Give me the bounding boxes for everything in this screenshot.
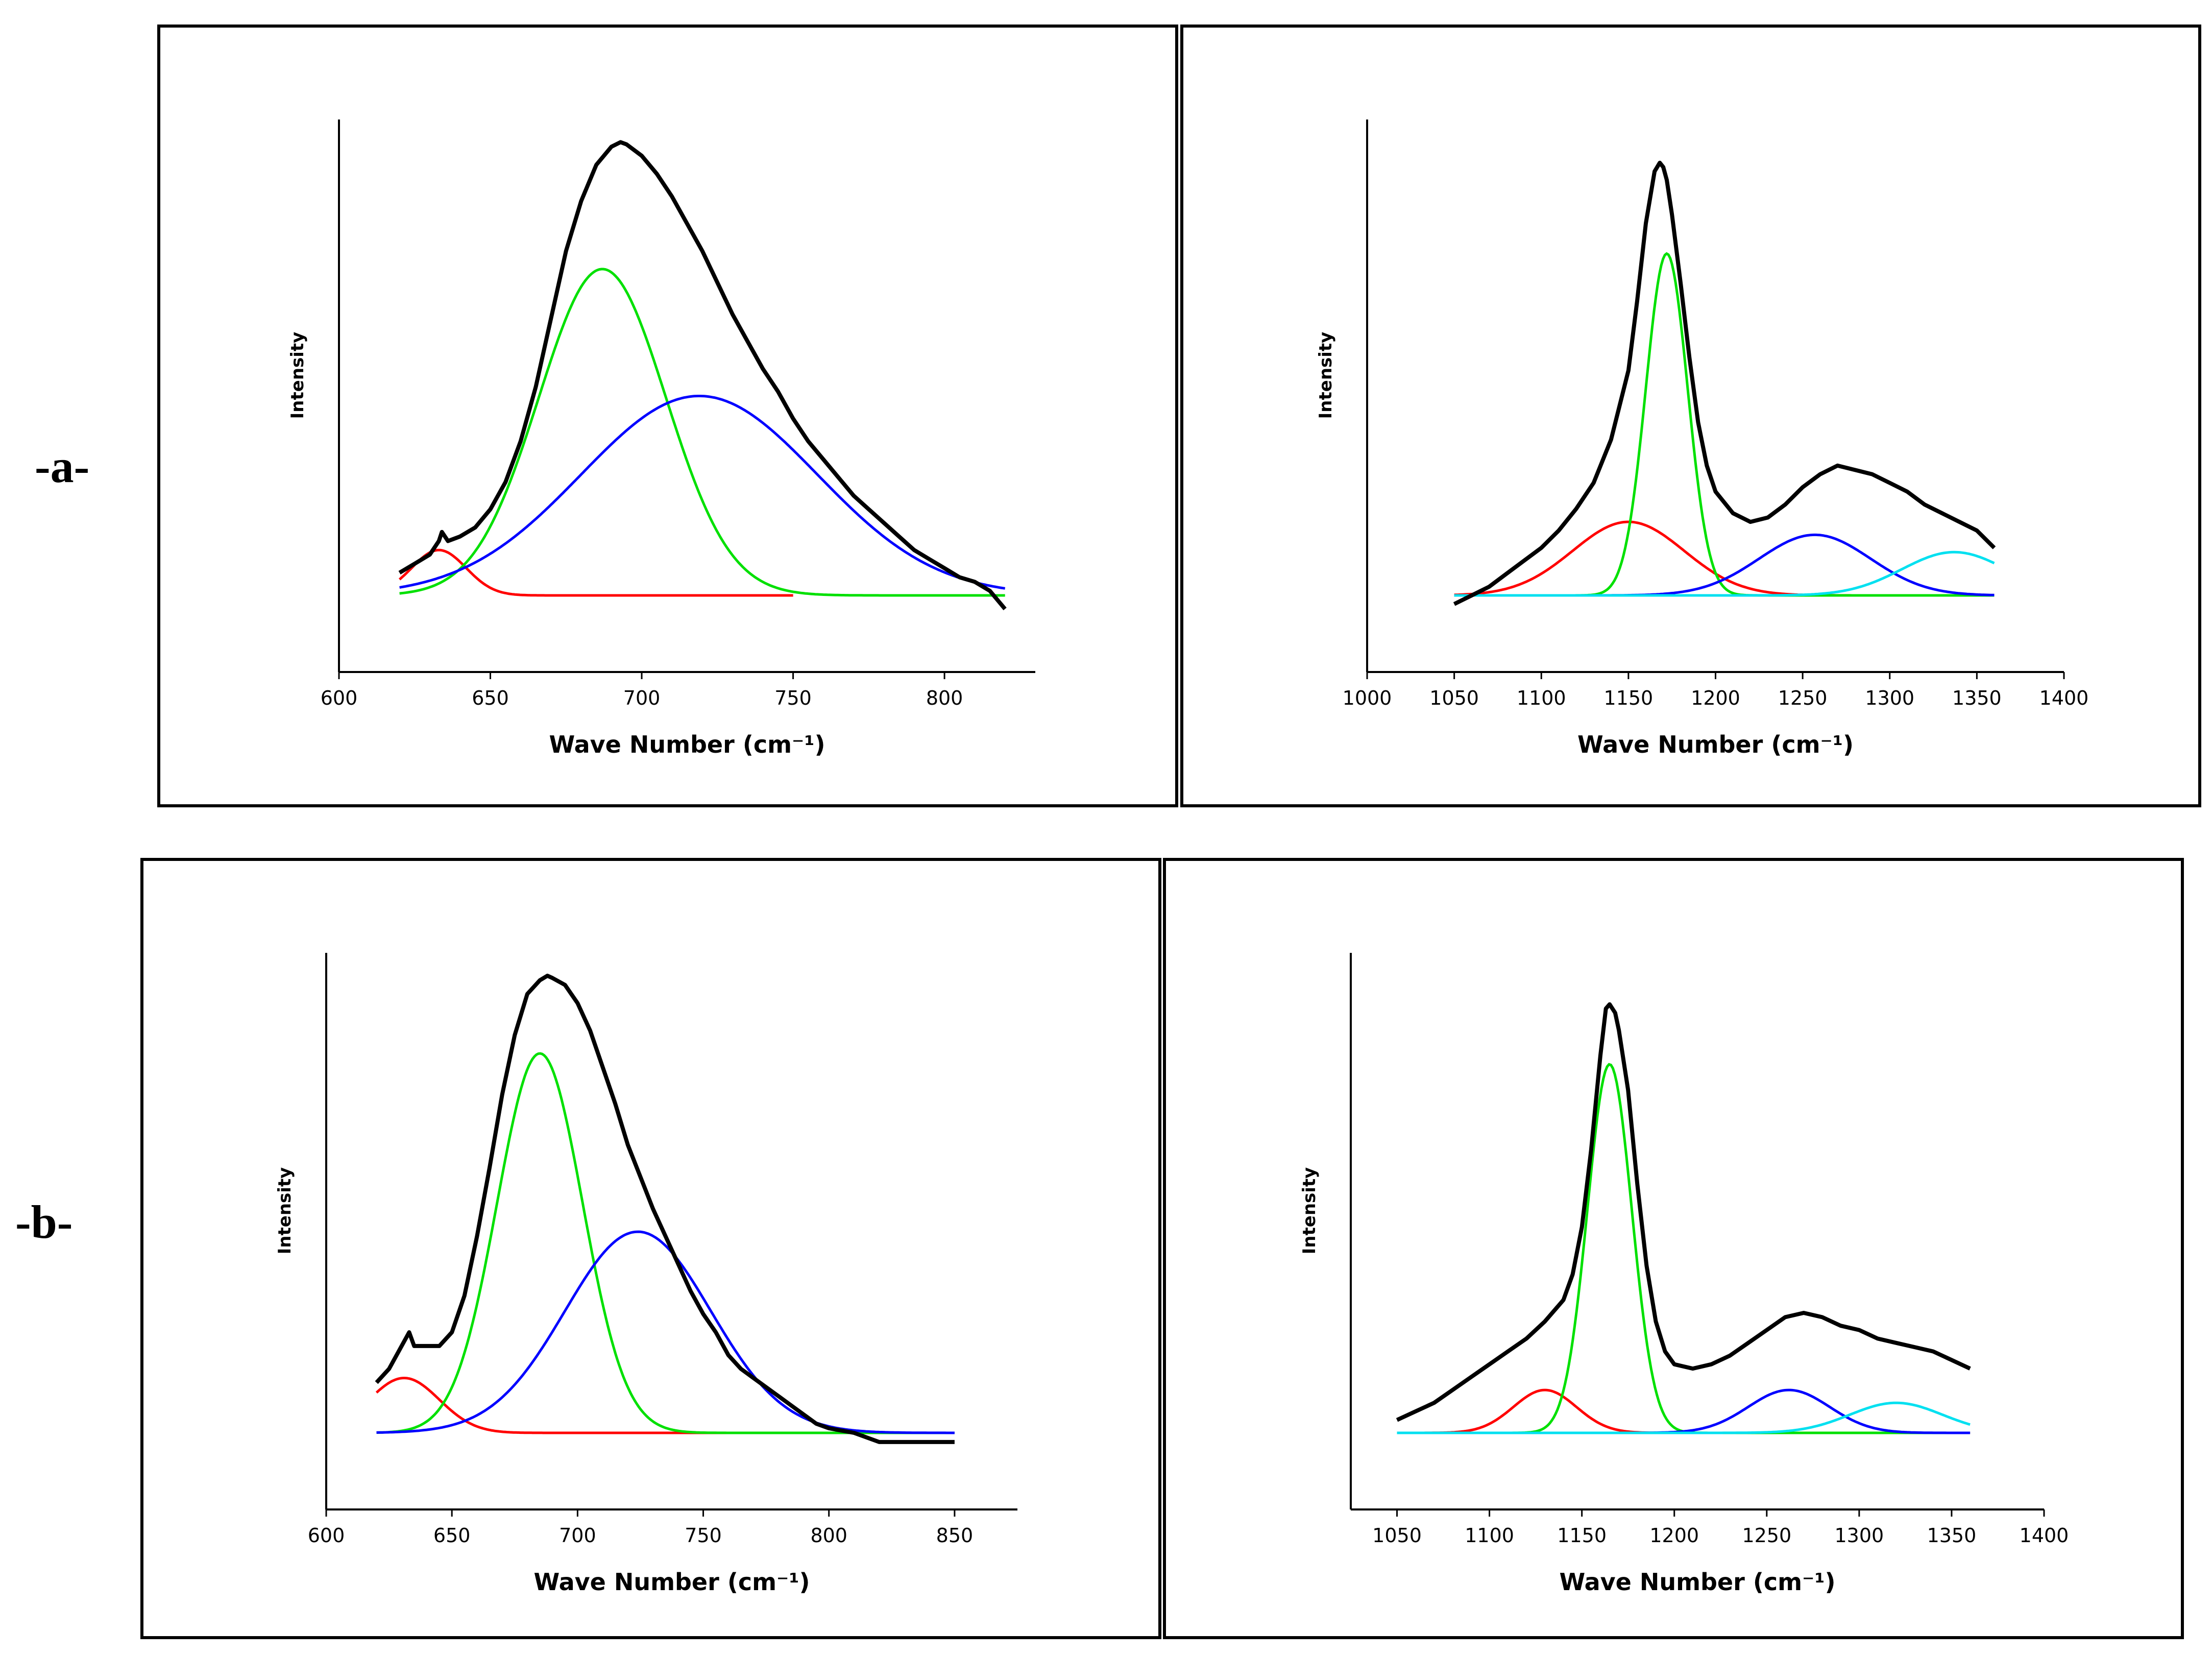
x-tick-label: 1200	[1691, 687, 1740, 709]
x-tick-label: 1350	[1927, 1524, 1977, 1547]
fit-curve-1	[1454, 520, 1995, 597]
x-tick-label: 1050	[1429, 687, 1479, 709]
panel-a-left: 600 650 700 750 800 Wave Number (cm⁻¹) Intensi…	[157, 25, 1178, 807]
fit-curve-2	[399, 268, 1005, 597]
x-tick-label: 1400	[2020, 1524, 2069, 1547]
spectrum-line	[1396, 1002, 1971, 1422]
y-axis-label: Intensity	[1299, 1167, 1320, 1255]
x-tick-label: 1300	[1865, 687, 1914, 709]
row-label-b: -b-	[15, 1196, 73, 1248]
x-tick-label: 800	[810, 1524, 847, 1547]
x-axis-label: Wave Number (cm⁻¹)	[533, 1568, 810, 1596]
x-tick-label: 1200	[1649, 1524, 1699, 1547]
fit-curve-2	[376, 1052, 955, 1434]
panel-b-right: 1050 1100 1150 1200 1250 1300 1350 1400 Wave Num…	[1163, 858, 2184, 1639]
x-tick-label: 1000	[1343, 687, 1392, 709]
y-axis-label: Intensity	[287, 332, 308, 419]
x-tick-label: 1350	[1952, 687, 2002, 709]
x-tick-label: 1050	[1372, 1524, 1422, 1547]
x-axis-label: Wave Number (cm⁻¹)	[1559, 1568, 1835, 1596]
x-tick-label: 750	[685, 1524, 722, 1547]
x-tick-label: 1400	[2039, 687, 2089, 709]
x-axis-label: Wave Number (cm⁻¹)	[1577, 731, 1854, 758]
fit-curve-2	[1397, 1063, 1971, 1434]
fit-curve-1	[1397, 1388, 1971, 1434]
x-tick-label: 800	[926, 687, 963, 709]
panel-b-left: 600 650 700 750 800 850 Wave Number (cm⁻¹) Inte…	[140, 858, 1161, 1639]
spectrum-line	[398, 140, 1007, 611]
x-tick-label: 1250	[1778, 687, 1828, 709]
x-tick-label: 1250	[1742, 1524, 1791, 1547]
x-tick-label: 1100	[1465, 1524, 1514, 1547]
row-label-a: -a-	[35, 440, 90, 492]
chart-b-left: 600 650 700 750 800 850 Wave Number (cm⁻¹) Inte…	[275, 953, 1017, 1596]
chart-a-left: 600 650 700 750 800 Wave Number (cm⁻¹) Intensi…	[287, 119, 1035, 758]
x-tick-label: 700	[623, 687, 661, 709]
x-tick-label: 850	[936, 1524, 974, 1547]
chart-a-right: 1000 1050 1100 1150 1200 1250 1300 1350 1400 Wave…	[1316, 119, 2089, 758]
x-tick-label: 750	[774, 687, 812, 709]
x-axis-label: Wave Number (cm⁻¹)	[549, 731, 825, 758]
y-axis-label: Intensity	[275, 1167, 295, 1255]
x-tick-label: 1150	[1557, 1524, 1607, 1547]
x-tick-label: 1300	[1835, 1524, 1884, 1547]
x-tick-label: 650	[433, 1524, 471, 1547]
fit-curve-3	[399, 395, 1006, 590]
x-tick-label: 700	[559, 1524, 596, 1547]
spectrum-line	[1453, 160, 1996, 606]
x-tick-label: 650	[472, 687, 509, 709]
x-tick-label: 1100	[1517, 687, 1566, 709]
fit-curve-4	[1397, 1401, 1971, 1434]
spectrum-line	[375, 973, 955, 1444]
fit-curve-4	[1454, 550, 1995, 597]
fit-curve-1	[375, 1377, 728, 1434]
chart-b-right: 1050 1100 1150 1200 1250 1300 1350 1400 Wave Num…	[1299, 953, 2069, 1596]
x-tick-label: 600	[308, 1524, 345, 1547]
fit-curve-3	[376, 1230, 955, 1434]
x-tick-label: 600	[321, 687, 358, 709]
fit-curve-2	[1454, 252, 1995, 597]
panel-a-right: 1000 1050 1100 1150 1200 1250 1300 1350 1400 Wave…	[1180, 25, 2201, 807]
x-tick-label: 1150	[1604, 687, 1654, 709]
y-axis-label: Intensity	[1316, 332, 1336, 419]
